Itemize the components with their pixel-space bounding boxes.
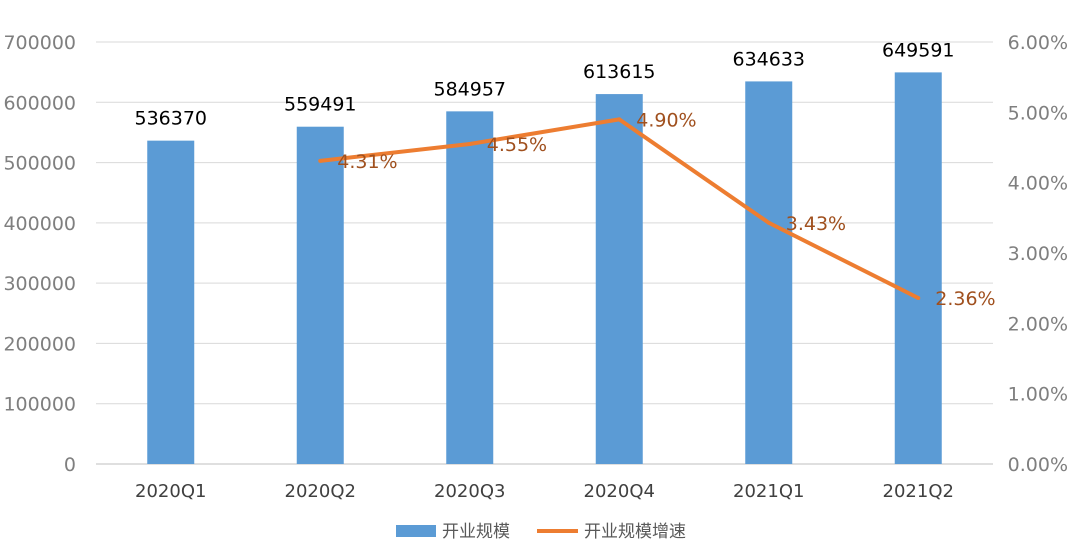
bar bbox=[745, 81, 793, 465]
line-data-label: 4.90% bbox=[636, 109, 696, 131]
y-tick-label: 100000 bbox=[3, 394, 76, 416]
legend-swatch-bar bbox=[396, 525, 436, 537]
y2-tick-label: 0.00% bbox=[1008, 454, 1068, 476]
y2-tick-label: 5.00% bbox=[1008, 102, 1068, 124]
y-tick-label: 600000 bbox=[3, 92, 76, 114]
y-tick-label: 300000 bbox=[3, 273, 76, 295]
line-point bbox=[467, 141, 472, 146]
y2-tick-label: 1.00% bbox=[1008, 384, 1068, 406]
x-tick-label: 2020Q3 bbox=[434, 481, 505, 502]
y-tick-label: 700000 bbox=[3, 32, 76, 54]
y2-tick-label: 2.00% bbox=[1008, 313, 1068, 335]
line-point bbox=[617, 117, 622, 122]
bar bbox=[894, 72, 942, 464]
line-point bbox=[318, 158, 323, 163]
grid-layer bbox=[96, 41, 993, 465]
line-layer bbox=[318, 117, 921, 301]
x-tick-label: 2020Q1 bbox=[135, 481, 206, 502]
x-tick-label: 2021Q2 bbox=[883, 481, 954, 502]
bar-data-label: 613615 bbox=[583, 61, 656, 83]
bar-data-label: 584957 bbox=[433, 78, 506, 100]
x-tick-label: 2020Q2 bbox=[285, 481, 356, 502]
legend-label-bar: 开业规模 bbox=[442, 522, 510, 542]
line-data-label: 2.36% bbox=[935, 288, 995, 310]
bar bbox=[296, 126, 344, 465]
y-tick-label: 0 bbox=[64, 454, 76, 476]
y-tick-label: 500000 bbox=[3, 153, 76, 175]
axis-layer: 0 100000 200000 300000 400000 500000 600000 700… bbox=[3, 32, 1068, 502]
bar-data-label: 634633 bbox=[732, 48, 805, 70]
legend-label-line: 开业规模增速 bbox=[584, 522, 686, 542]
line-point bbox=[766, 220, 771, 225]
bar bbox=[446, 111, 494, 464]
label-layer: 536370 559491 584957 613615 634633 649591 4.31… bbox=[134, 39, 995, 310]
bar bbox=[595, 94, 643, 464]
line-point bbox=[916, 296, 921, 301]
y2-tick-label: 4.00% bbox=[1008, 173, 1068, 195]
bar-layer bbox=[147, 72, 942, 465]
bar-data-label: 649591 bbox=[882, 39, 955, 61]
x-tick-label: 2020Q4 bbox=[584, 481, 655, 502]
line-data-label: 4.55% bbox=[487, 134, 547, 156]
y2-tick-label: 6.00% bbox=[1008, 32, 1068, 54]
bar-data-label: 536370 bbox=[134, 108, 207, 130]
line-data-label: 4.31% bbox=[337, 151, 397, 173]
y-tick-label: 200000 bbox=[3, 333, 76, 355]
bar-data-label: 559491 bbox=[284, 94, 357, 116]
bar bbox=[147, 140, 195, 464]
line-data-label: 3.43% bbox=[786, 213, 846, 235]
y2-tick-label: 3.00% bbox=[1008, 243, 1068, 265]
y-tick-label: 400000 bbox=[3, 213, 76, 235]
x-tick-label: 2021Q1 bbox=[733, 481, 804, 502]
legend: 开业规模 开业规模增速 bbox=[396, 522, 686, 542]
